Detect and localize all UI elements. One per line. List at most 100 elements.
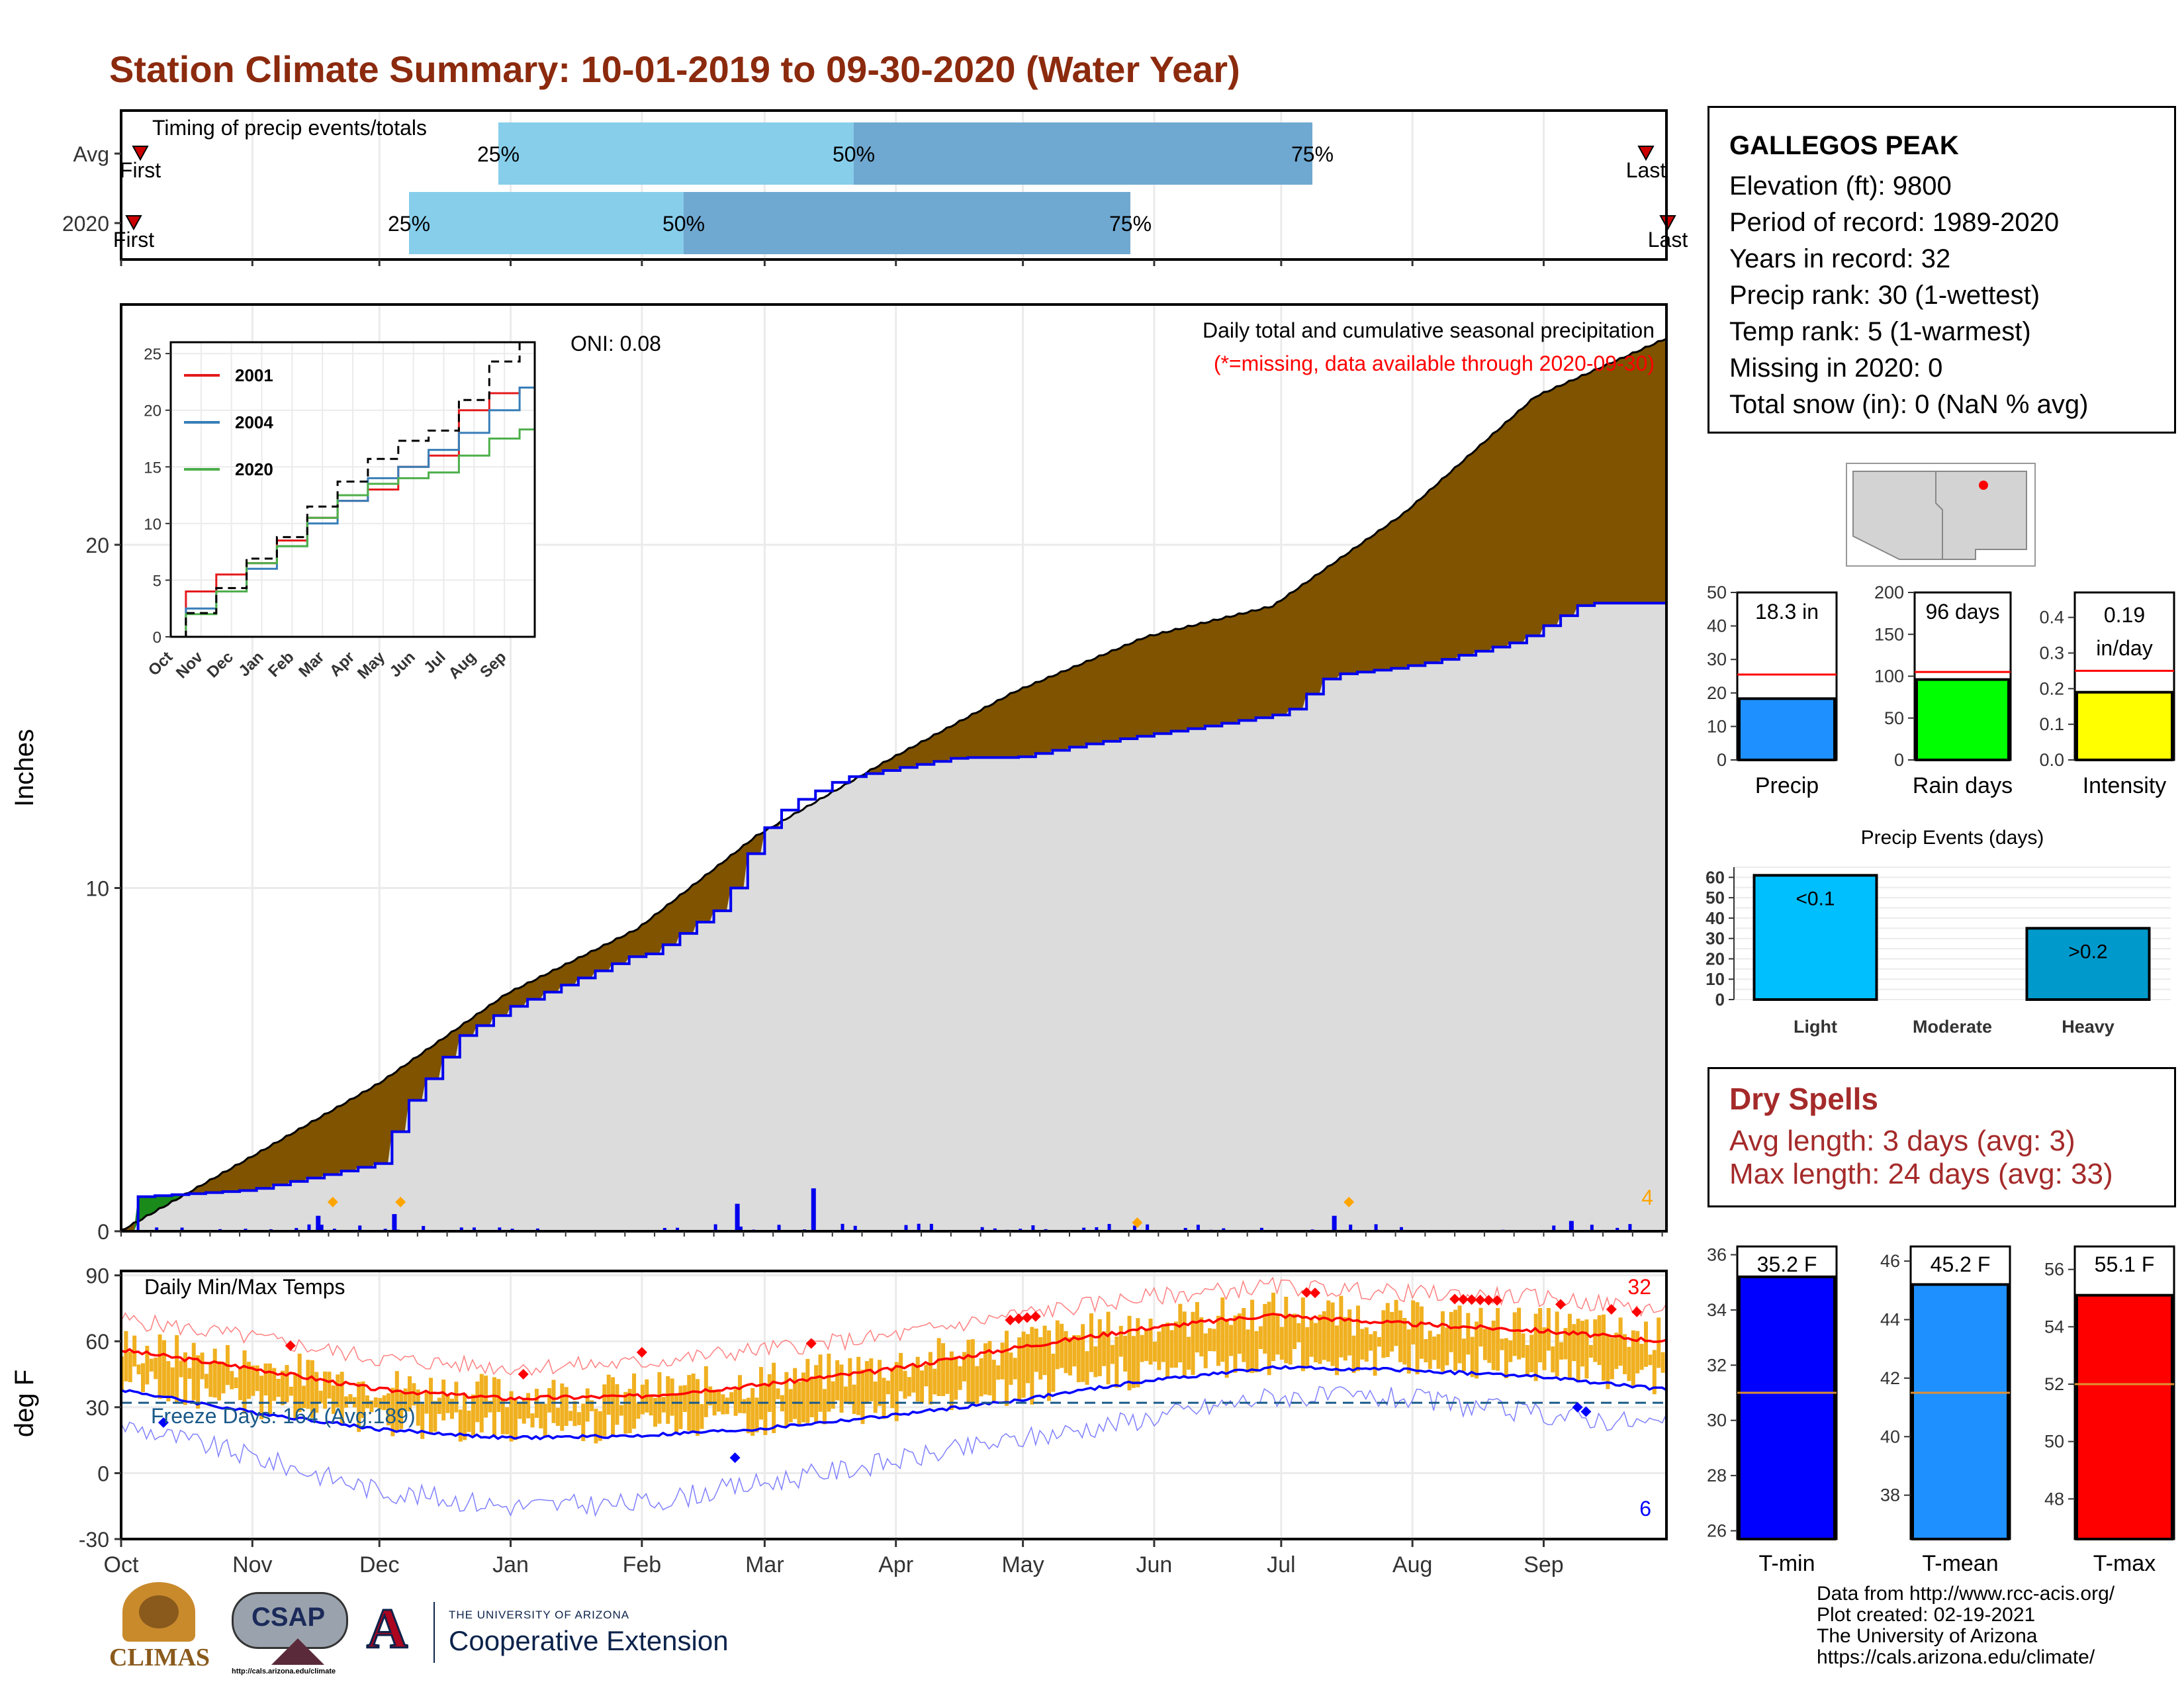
daily-temp-range-bar <box>1335 1325 1340 1376</box>
daily-temp-range-bar <box>323 1371 328 1409</box>
daily-temp-range-bar <box>890 1367 895 1409</box>
daily-temp-range-bar <box>864 1361 869 1404</box>
t-max-tick-label: 52 <box>2044 1374 2064 1394</box>
daily-temp-range-bar <box>403 1388 408 1411</box>
events-tick-label: 20 <box>1706 949 1725 968</box>
temp-tick-label: -30 <box>79 1528 109 1552</box>
daily-temp-range-bar <box>314 1372 319 1413</box>
daily-temp-range-bar <box>1267 1301 1271 1376</box>
record-high-marker <box>1606 1304 1617 1315</box>
station-temp-rank: Temp rank: 5 (1-warmest) <box>1729 317 2031 346</box>
daily-temp-range-bar <box>1470 1336 1475 1378</box>
daily-temp-range-bar <box>1097 1319 1102 1376</box>
t-max-value-label: 55.1 F <box>2095 1252 2155 1276</box>
daily-temp-range-bar <box>297 1353 302 1413</box>
daily-temp-range-bar <box>463 1393 467 1440</box>
events-bar-label: <0.1 <box>1796 888 1835 910</box>
daily-temp-range-bar <box>1216 1315 1220 1366</box>
daily-temp-range-bar <box>1330 1302 1335 1366</box>
temp-tick-label: 30 <box>85 1396 109 1420</box>
daily-temp-range-bar <box>1224 1319 1229 1378</box>
daily-temp-range-bar <box>1110 1344 1115 1364</box>
daily-temp-range-bar <box>818 1354 823 1412</box>
daily-temp-range-bar <box>246 1362 251 1399</box>
page-title: Station Climate Summary: 10-01-2019 to 0… <box>109 48 1240 90</box>
daily-temp-range-bar <box>649 1395 653 1416</box>
events-category-label: Heavy <box>2062 1017 2115 1037</box>
daily-temp-range-bar <box>1165 1322 1170 1378</box>
record-high-marker <box>1466 1294 1477 1305</box>
daily-temp-range-bar <box>238 1368 243 1401</box>
daily-precip-bar <box>853 1225 857 1231</box>
timing-p25-label: 25% <box>388 212 430 236</box>
climas-emblem-inner <box>139 1595 179 1628</box>
intensity-tick-label: 0.0 <box>2039 750 2064 770</box>
daily-temp-range-bar <box>560 1383 565 1431</box>
daily-temp-range-bar <box>1293 1313 1297 1350</box>
daily-temp-range-bar <box>882 1378 886 1419</box>
daily-temp-range-bar <box>611 1377 615 1437</box>
daily-temp-range-bar <box>1639 1344 1644 1370</box>
timing-bar-50-75 <box>684 192 1130 254</box>
daily-temp-range-bar <box>1385 1303 1390 1358</box>
rain-days-tick-label: 200 <box>1874 583 1904 602</box>
inset-tick-label: 25 <box>144 346 161 363</box>
daily-temp-range-bar <box>547 1388 552 1413</box>
precip-corner-count: 4 <box>1641 1186 1653 1209</box>
daily-temp-range-bar <box>590 1400 594 1411</box>
daily-temp-range-bar <box>958 1366 962 1390</box>
events-bar-label: >0.2 <box>2068 941 2107 962</box>
t-min-tick-label: 36 <box>1707 1245 1727 1265</box>
record-precip-marker <box>1132 1217 1143 1229</box>
daily-temp-range-bar <box>433 1401 437 1432</box>
daily-temp-range-bar <box>509 1391 514 1442</box>
daily-temp-range-bar <box>1567 1313 1572 1380</box>
record-high-marker <box>1631 1306 1643 1317</box>
daily-precip-peak-bar <box>1569 1221 1574 1231</box>
daily-temp-range-bar <box>424 1391 429 1414</box>
t-min-tick-label: 34 <box>1707 1300 1727 1320</box>
daily-temp-range-bar <box>1258 1326 1263 1349</box>
daily-temp-range-bar <box>725 1397 729 1415</box>
daily-temp-range-bar <box>979 1358 983 1397</box>
daily-temp-range-bar <box>429 1378 433 1433</box>
daily-temp-range-bar <box>1440 1311 1445 1372</box>
daily-precip-bar <box>1552 1225 1556 1231</box>
daily-temp-range-bar <box>941 1343 946 1397</box>
precip-panel-border <box>120 303 1668 1233</box>
daily-temp-range-bar <box>670 1378 674 1416</box>
daily-temp-range-bar <box>208 1362 213 1397</box>
daily-temp-range-bar <box>983 1343 988 1395</box>
station-snow: Total snow (in): 0 (NaN % avg) <box>1729 390 2089 419</box>
daily-precip-bar <box>1259 1227 1263 1231</box>
rain-days-tick-label: 50 <box>1884 708 1904 728</box>
daily-temp-range-bar <box>1005 1331 1009 1406</box>
daily-temp-range-bar <box>738 1375 742 1413</box>
daily-temp-range-bar <box>886 1380 890 1395</box>
daily-temp-range-bar <box>1623 1334 1627 1374</box>
daily-temp-range-bar <box>848 1358 852 1405</box>
daily-precip-bar <box>1095 1227 1099 1231</box>
intensity-tick-label: 0.1 <box>2039 714 2064 734</box>
events-tick-label: 0 <box>1715 990 1725 1009</box>
daily-temp-range-bar <box>1377 1336 1381 1347</box>
precip-total-tick-label: 20 <box>1707 683 1727 703</box>
daily-precip-peak-bar <box>1332 1215 1337 1231</box>
daily-temp-range-bar <box>1314 1323 1318 1362</box>
daily-precip-bar <box>295 1228 298 1231</box>
daily-temp-range-bar <box>1089 1313 1093 1372</box>
intensity-value-label: 0.19 <box>2104 603 2145 627</box>
daily-temp-range-bar <box>454 1382 459 1413</box>
timing-row-label: 2020 <box>62 212 109 236</box>
month-axis-label: May <box>1001 1552 1044 1577</box>
daily-temp-range-bar <box>212 1348 217 1398</box>
daily-temp-range-bar <box>572 1401 577 1427</box>
daily-temp-range-bar <box>1242 1307 1246 1362</box>
daily-temp-range-bar <box>1584 1319 1589 1379</box>
record-min-temp-line <box>120 1385 1667 1517</box>
t-max-title: T-max <box>2093 1551 2156 1576</box>
daily-precip-bar <box>1146 1224 1150 1231</box>
precip-total-tick-label: 0 <box>1717 750 1727 770</box>
daily-temp-range-bar <box>623 1391 628 1434</box>
